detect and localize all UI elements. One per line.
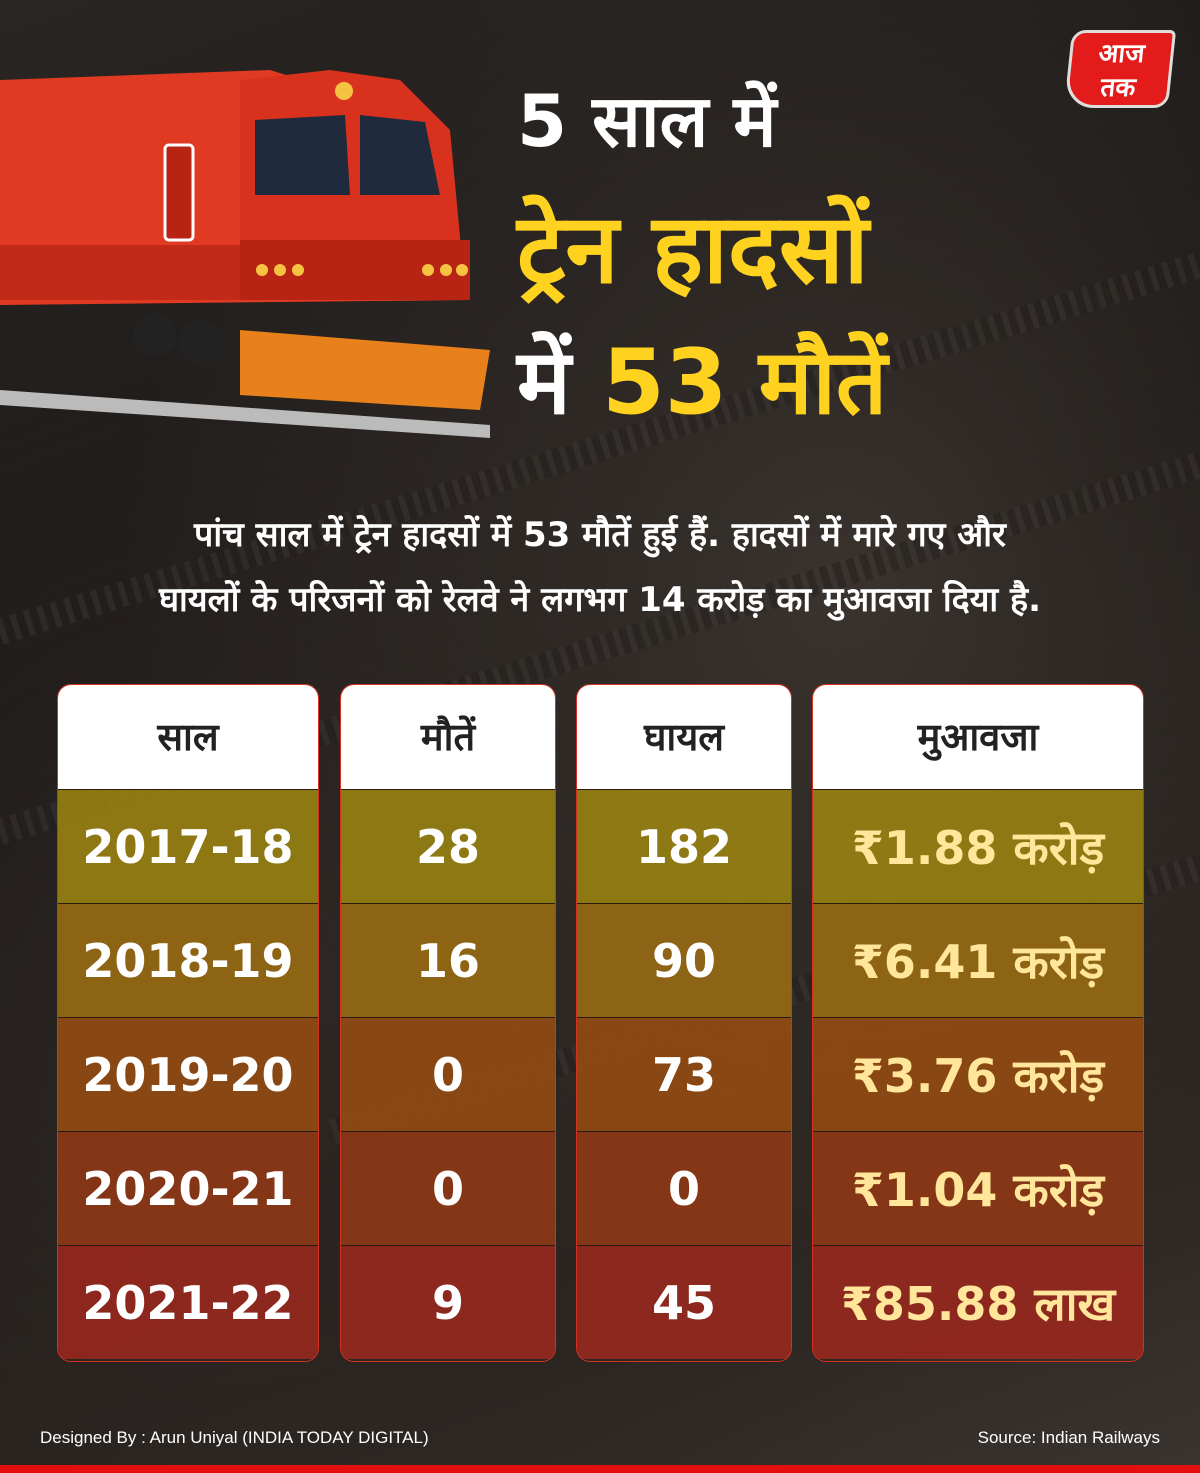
column-injured: घायल 182 90 73 0 45 [576,684,792,1362]
logo-text-bottom: तक [1099,73,1137,103]
aajtak-logo: आज तक [1063,30,1177,108]
compensation-cell: ₹1.88 करोड़ [813,789,1143,903]
title-line-1: 5 साल में [517,79,777,163]
train-illustration [0,70,490,438]
bottom-red-bar [0,1465,1200,1473]
header-injured: घायल [577,685,791,789]
title-line-2: ट्रेन हादसों [517,193,869,305]
compensation-cell: ₹1.04 करोड़ [813,1131,1143,1245]
designer-credit: Designed By : Arun Uniyal (INDIA TODAY D… [40,1428,429,1447]
compensation-cell: ₹6.41 करोड़ [813,903,1143,1017]
deaths-cell: 28 [341,789,555,903]
column-deaths: मौतें 28 16 0 0 9 [340,684,556,1362]
column-year: साल 2017-18 2018-19 2019-20 2020-21 2021… [57,684,319,1362]
header-compensation: मुआवजा [813,685,1143,789]
summary-line-2: घायलों के परिजनों को रेलवे ने लगभग 14 कर… [158,580,1042,620]
title-highlight: 53 मौतें [602,330,888,435]
compensation-cell: ₹3.76 करोड़ [813,1017,1143,1131]
header-deaths: मौतें [341,685,555,789]
source-credit: Source: Indian Railways [977,1428,1160,1447]
year-cell: 2018-19 [58,903,318,1017]
title-line-3: में 53 मौतें [517,318,887,440]
deaths-cell: 0 [341,1131,555,1245]
header-year: साल [58,685,318,789]
title-prefix: में [517,330,571,435]
injured-cell: 0 [577,1131,791,1245]
injured-cell: 182 [577,789,791,903]
injured-cell: 45 [577,1245,791,1359]
year-cell: 2019-20 [58,1017,318,1131]
injured-cell: 90 [577,903,791,1017]
year-cell: 2017-18 [58,789,318,903]
deaths-cell: 9 [341,1245,555,1359]
compensation-cell: ₹85.88 लाख [813,1245,1143,1359]
year-cell: 2021-22 [58,1245,318,1359]
deaths-cell: 16 [341,903,555,1017]
injured-cell: 73 [577,1017,791,1131]
column-compensation: मुआवजा ₹1.88 करोड़ ₹6.41 करोड़ ₹3.76 करो… [812,684,1144,1362]
logo-text-top: आज [1097,39,1147,69]
summary-line-1: पांच साल में ट्रेन हादसों में 53 मौतें ह… [194,515,1006,555]
deaths-cell: 0 [341,1017,555,1131]
year-cell: 2020-21 [58,1131,318,1245]
